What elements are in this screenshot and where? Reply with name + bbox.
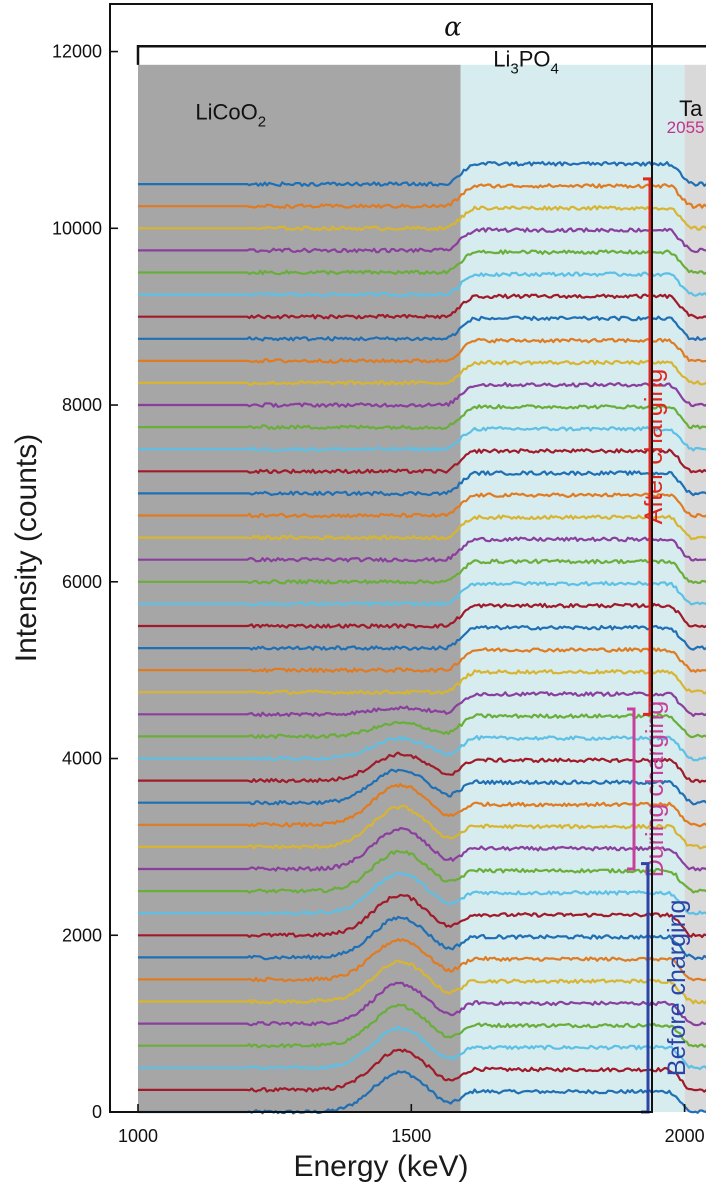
x-axis-title: Energy (keV) xyxy=(293,1150,468,1183)
spectrum-trace-22 xyxy=(138,602,706,629)
spectrum-trace-26 xyxy=(138,514,706,541)
spectrum-trace-2 xyxy=(138,1025,706,1071)
li3po4-label-part-1: 3 xyxy=(510,61,518,78)
spectrum-trace-31 xyxy=(138,404,706,430)
y-tick-label-0: 0 xyxy=(92,1102,102,1122)
y-tick-label-10000: 10000 xyxy=(52,218,102,238)
spectrum-traces xyxy=(138,160,706,1115)
li3po4-label: Li3PO4 xyxy=(493,47,559,78)
spectrum-trace-29 xyxy=(138,448,706,475)
spectrum-trace-38 xyxy=(138,249,706,276)
spectrum-trace-1 xyxy=(138,1048,706,1093)
y-tick-label-4000: 4000 xyxy=(62,749,102,769)
alpha-label: α xyxy=(444,13,462,43)
phase-label-1: During charging xyxy=(641,701,669,878)
spectrum-trace-27 xyxy=(138,492,706,519)
energy-regions xyxy=(138,64,706,1112)
spectrum-trace-28 xyxy=(138,470,706,497)
spectrum-trace-9 xyxy=(138,872,706,916)
spectrum-trace-19 xyxy=(138,669,706,696)
x-tick-label-1000: 1000 xyxy=(118,1126,158,1146)
spectrum-trace-15 xyxy=(138,751,706,784)
y-tick-label-6000: 6000 xyxy=(62,572,102,592)
spectrum-trace-10 xyxy=(138,850,706,894)
licoo2-label-part-0: LiCoO xyxy=(195,100,257,125)
x-tick-label-1500: 1500 xyxy=(391,1126,431,1146)
spectrum-trace-16 xyxy=(138,735,706,762)
spectrum-trace-17 xyxy=(138,713,706,740)
licoo2-label: LiCoO2 xyxy=(195,100,266,131)
marker-label-2055: 2055 keV xyxy=(667,118,706,137)
spectrum-trace-18 xyxy=(138,691,706,718)
spectrum-trace-42 xyxy=(138,160,706,187)
li3po4-label-part-3: 4 xyxy=(551,61,559,78)
spectrum-trace-33 xyxy=(138,359,706,386)
y-axis-title: Intensity (counts) xyxy=(10,434,43,662)
y-tick-label-2000: 2000 xyxy=(62,925,102,945)
licoo2-region xyxy=(138,64,461,1112)
spectrum-trace-24 xyxy=(138,558,706,585)
spectrum-trace-25 xyxy=(138,536,706,563)
licoo2-label-part-1: 2 xyxy=(258,114,266,131)
spectrum-trace-11 xyxy=(138,827,706,872)
spectrum-trace-35 xyxy=(138,315,706,342)
spectrum-trace-12 xyxy=(138,804,706,850)
spectrum-trace-21 xyxy=(138,624,706,651)
spectrum-trace-13 xyxy=(138,782,706,828)
plot-frame xyxy=(109,3,653,1113)
spectrum-trace-6 xyxy=(138,938,706,983)
phase-bracket-1 xyxy=(627,707,636,871)
li3po4-label-part-0: Li xyxy=(493,47,510,72)
spectrum-trace-32 xyxy=(138,381,706,408)
axes: 1000150020002500020004000600080001000012… xyxy=(52,3,705,1146)
phase-label-2: Before charging xyxy=(663,900,691,1077)
spectrum-trace-3 xyxy=(138,1003,706,1049)
spectrum-trace-7 xyxy=(138,915,706,961)
alpha-bracket xyxy=(136,45,706,65)
spectrum-trace-36 xyxy=(138,293,706,320)
spectrum-trace-5 xyxy=(138,959,706,1005)
spectrum-trace-34 xyxy=(138,337,706,364)
phase-label-0: After charging xyxy=(640,369,668,525)
ta-region xyxy=(684,64,706,1112)
spectrum-trace-20 xyxy=(138,647,706,673)
y-tick-label-8000: 8000 xyxy=(62,395,102,415)
spectrum-trace-14 xyxy=(138,768,706,806)
spectrum-trace-8 xyxy=(138,893,706,939)
spectrum-trace-30 xyxy=(138,426,706,453)
spectrum-trace-37 xyxy=(138,271,706,298)
axis-and-region-labels: LiCoO2 Li3PO4 Ta Energy (keV) Intensity (cou… xyxy=(10,47,703,1183)
energy-markers: 2055 keV2727 keV xyxy=(667,118,706,137)
region-brackets: α3H xyxy=(136,13,706,65)
y-tick-label-12000: 12000 xyxy=(52,42,102,62)
li3po4-label-part-2: PO xyxy=(519,47,551,72)
ta-label: Ta xyxy=(679,96,703,121)
spectrum-trace-40 xyxy=(138,205,706,232)
spectrum-trace-4 xyxy=(138,981,706,1027)
spectrum-trace-41 xyxy=(138,183,706,210)
spectrum-trace-39 xyxy=(138,227,706,254)
phase-bracket-0 xyxy=(643,177,652,716)
x-tick-label-2000: 2000 xyxy=(665,1126,705,1146)
spectrum-trace-23 xyxy=(138,580,706,607)
charging-phases: After charging During charging Before char… xyxy=(627,177,691,1114)
